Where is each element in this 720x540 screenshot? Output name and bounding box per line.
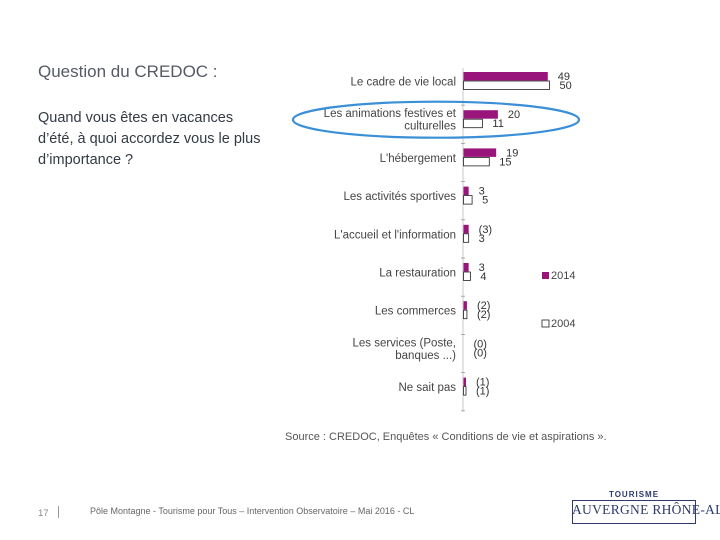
value-label-2014-les-services-poste-banques: (0): [474, 338, 487, 350]
bar-2004-l-hebergement: [463, 156, 490, 167]
bar-2014-le-cadre-de-vie-local: [463, 72, 548, 81]
category-label-l-accueil-et-l-information: L'accueil et l'information: [334, 229, 456, 241]
bar-2014-l-hebergement: [463, 148, 497, 157]
category-label-les-animations-festives-et-culturelles: Les animations festives et: [324, 108, 457, 120]
value-label-2004-le-cadre-de-vie-local: 50: [560, 80, 572, 92]
value-label-2004-les-commerces: (2): [477, 309, 490, 321]
legend-swatch-2014: [542, 272, 549, 279]
tourisme-logo: TOURISME AUVERGNE RHÔNE-ALPES: [572, 490, 720, 524]
category-label-les-animations-festives-et-culturelles: culturelles: [404, 121, 456, 133]
bar-2004-les-commerces: [463, 309, 468, 320]
value-label-2004-l-accueil-et-l-information: 3: [479, 233, 485, 245]
bar-2014-les-commerces: [463, 301, 467, 310]
bar-2014-ne-sait-pas: [463, 377, 466, 387]
bar-2004-le-cadre-de-vie-local: [463, 80, 550, 90]
bar-2004-l-accueil-et-l-information: [463, 233, 470, 243]
bar-2014-l-accueil-et-l-information: [463, 224, 469, 234]
bar-2014-les-animations-festives-et-culturelles: [463, 110, 498, 119]
bar-2014-la-restauration: [463, 263, 469, 272]
bar-2004-ne-sait-pas: [463, 386, 467, 396]
footer-text: Pôle Montagne - Tourisme pour Tous – Int…: [90, 506, 415, 516]
legend-label-2014: 2014: [551, 270, 575, 282]
value-label-2014-les-animations-festives-et-culturelles: 20: [508, 109, 520, 121]
value-label-2004-les-animations-festives-et-culturelles: 11: [492, 118, 503, 130]
page-number: 17: [38, 508, 49, 519]
category-label-les-activites-sportives: Les activités sportives: [344, 191, 457, 203]
category-label-les-services-poste-banques: Les services (Poste,: [352, 337, 456, 349]
value-label-2014-les-activites-sportives: 3: [479, 186, 485, 198]
question-text: Quand vous êtes en vacances d’été, à quo…: [38, 110, 261, 168]
logo-top-text: TOURISME: [608, 490, 660, 499]
value-label-2014-ne-sait-pas: (1): [476, 377, 489, 389]
value-label-2004-les-services-poste-banques: (0): [474, 347, 487, 359]
category-label-la-restauration: La restauration: [379, 268, 456, 280]
value-label-2004-l-hebergement: 15: [499, 156, 511, 168]
value-label-2004-ne-sait-pas: (1): [476, 386, 489, 398]
logo-main-text: AUVERGNE RHÔNE-ALPES: [572, 502, 720, 517]
category-label-le-cadre-de-vie-local: Le cadre de vie local: [351, 77, 456, 89]
value-label-2014-le-cadre-de-vie-local: 49: [558, 71, 570, 83]
category-label-ne-sait-pas: Ne sait pas: [398, 382, 456, 394]
slide-title: Question du CREDOC :: [38, 62, 218, 81]
legend-swatch-2004: [541, 319, 550, 328]
chart-source-note: Source : CREDOC, Enquêtes « Conditions d…: [285, 431, 607, 443]
category-label-les-services-poste-banques: banques ...): [395, 350, 456, 362]
value-label-2014-l-accueil-et-l-information: (3): [479, 224, 492, 236]
value-label-2014-l-hebergement: 19: [506, 147, 518, 159]
bar-2004-la-restauration: [463, 271, 471, 281]
value-label-2004-les-activites-sportives: 5: [482, 195, 488, 207]
highlight-ellipse: [291, 100, 581, 139]
category-label-l-hebergement: L'hébergement: [380, 153, 457, 165]
value-label-2014-la-restauration: 3: [479, 262, 485, 274]
legend-label-2004: 2004: [551, 318, 575, 330]
value-label-2004-la-restauration: 4: [480, 271, 486, 283]
category-label-les-commerces: Les commerces: [375, 306, 456, 318]
logo-frame: [572, 500, 696, 524]
bar-2014-les-activites-sportives: [463, 186, 469, 196]
bar-2004-les-activites-sportives: [463, 195, 473, 205]
footer-separator: [58, 506, 59, 518]
bar-2004-les-animations-festives-et-culturelles: [463, 118, 483, 129]
value-label-2014-les-commerces: (2): [477, 300, 490, 312]
